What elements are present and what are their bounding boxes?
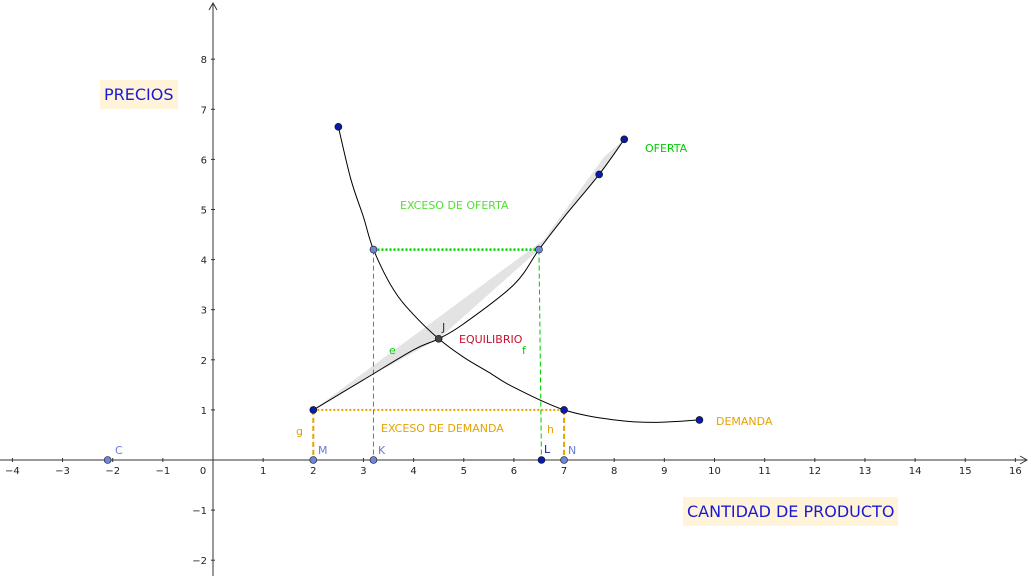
- segment-label-e: e: [389, 344, 396, 357]
- x-tick-label: −4: [5, 466, 20, 477]
- quantity-axis-title: CANTIDAD DE PRODUCTO: [683, 497, 899, 526]
- y-tick-labels: −2 −1 1 2 3 4 5 6 7 8: [192, 55, 215, 567]
- y-tick-label: 8: [201, 55, 207, 66]
- supply-curve: [313, 139, 625, 411]
- x-tick-label: 8: [611, 466, 617, 477]
- supply-point[interactable]: [535, 245, 543, 254]
- demand-point[interactable]: [695, 416, 704, 424]
- x-tick-label: −1: [155, 466, 170, 477]
- y-tick-label: 2: [201, 356, 207, 367]
- equilibrium-label: EQUILIBRIO: [459, 333, 523, 346]
- supply-point[interactable]: [595, 170, 603, 179]
- curve-points: [103, 123, 704, 464]
- y-tick-label: −1: [192, 506, 207, 517]
- x-tick-label: 14: [909, 466, 922, 477]
- excess-supply-label: EXCESO DE OFERTA: [400, 199, 509, 212]
- x-tick-label: 5: [461, 466, 467, 477]
- x-tick-label: 11: [758, 466, 771, 477]
- x-tick-label: −3: [55, 466, 70, 477]
- guide-lines: [312, 248, 566, 461]
- axis-point-k[interactable]: [369, 456, 378, 464]
- prices-axis-title: PRECIOS: [100, 80, 178, 109]
- point-label-l: L: [544, 443, 551, 456]
- demand-point[interactable]: [334, 123, 343, 131]
- y-tick-label: 5: [201, 206, 207, 217]
- x-tick-label: 13: [859, 466, 872, 477]
- curves: [313, 126, 700, 423]
- point-label-k: K: [378, 444, 386, 457]
- y-tick-label: 4: [201, 256, 207, 267]
- axis-point-m[interactable]: [309, 456, 318, 464]
- y-tick-label: 7: [201, 105, 207, 116]
- axis-point-n[interactable]: [560, 456, 568, 464]
- excess-supply-band-shape: [313, 139, 625, 410]
- point-label-c: C: [115, 444, 123, 457]
- point-label-j: J: [441, 321, 445, 334]
- demand-label: DEMANDA: [716, 415, 773, 428]
- supply-point[interactable]: [620, 135, 629, 144]
- x-axis-arrow-icon: [1019, 455, 1029, 465]
- excess-demand-label: EXCESO DE DEMANDA: [381, 422, 504, 435]
- x-tick-label: 1: [260, 466, 266, 477]
- y-tick-label: 1: [201, 406, 207, 417]
- point-label-m: M: [318, 444, 328, 457]
- x-tick-label: 10: [708, 466, 721, 477]
- demand-point[interactable]: [560, 406, 568, 414]
- segment-label-g: g: [296, 425, 303, 438]
- axis-point-l[interactable]: [537, 456, 546, 464]
- x-tick-label: 6: [511, 466, 517, 477]
- equilibrium-point[interactable]: [434, 334, 443, 343]
- x-tick-label: −2: [105, 466, 120, 477]
- x-tick-label: 2: [310, 466, 316, 477]
- x-tick-label: 9: [661, 466, 667, 477]
- demand-point[interactable]: [369, 245, 378, 254]
- y-tick-label: 3: [201, 306, 207, 317]
- x-tick-label: 15: [959, 466, 972, 477]
- axis-point-c[interactable]: [103, 456, 112, 464]
- x-tick-label: 0: [200, 466, 206, 477]
- point-label-n: N: [568, 444, 576, 457]
- x-tick-labels: −4 −3 −2 −1 0 1 2 3 4 5 6 7 8 9 10 11 12 13 14 15 16: [5, 458, 1022, 477]
- supply-point[interactable]: [309, 406, 318, 414]
- excess-supply-shaded-band: [313, 139, 625, 410]
- y-tick-label: 6: [201, 155, 207, 166]
- x-tick-label: 7: [561, 466, 567, 477]
- y-tick-label: −2: [192, 556, 207, 567]
- x-tick-label: 4: [410, 466, 416, 477]
- x-tick-label: 12: [808, 466, 821, 477]
- segment-label-h: h: [547, 423, 554, 436]
- x-tick-label: 16: [1009, 466, 1022, 477]
- x-tick-label: 3: [360, 466, 366, 477]
- supply-label: OFERTA: [645, 142, 688, 155]
- segment-f: [538, 249, 542, 461]
- demand-curve: [337, 126, 700, 423]
- segment-label-f: f: [522, 344, 527, 357]
- y-axis-arrow-icon: [208, 1, 218, 11]
